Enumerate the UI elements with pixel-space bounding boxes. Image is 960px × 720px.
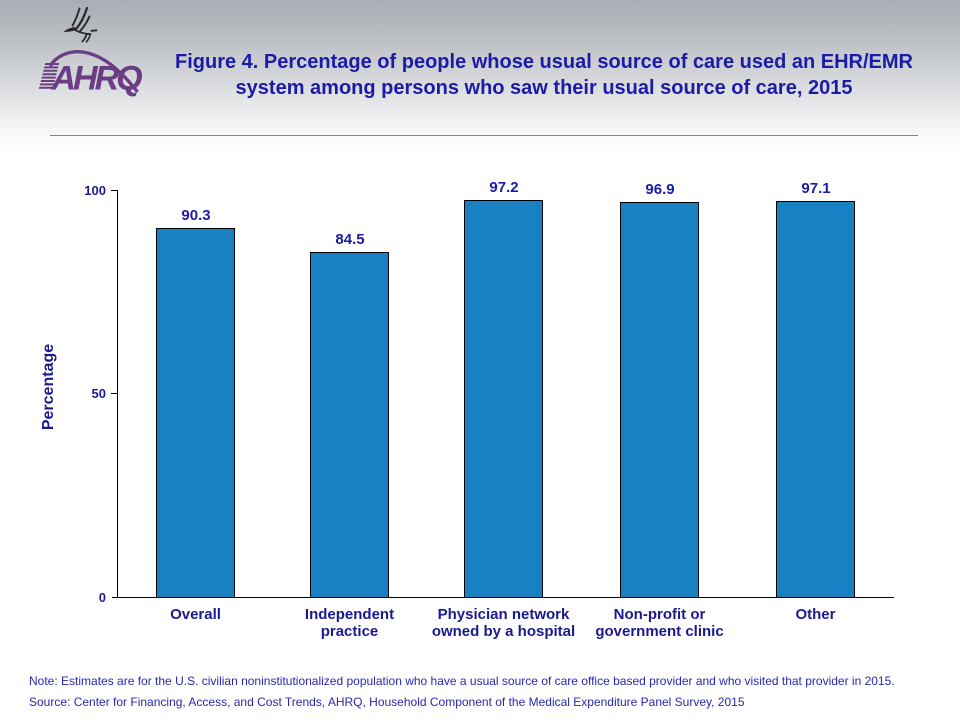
svg-text:AHRQ: AHRQ [51,60,143,98]
